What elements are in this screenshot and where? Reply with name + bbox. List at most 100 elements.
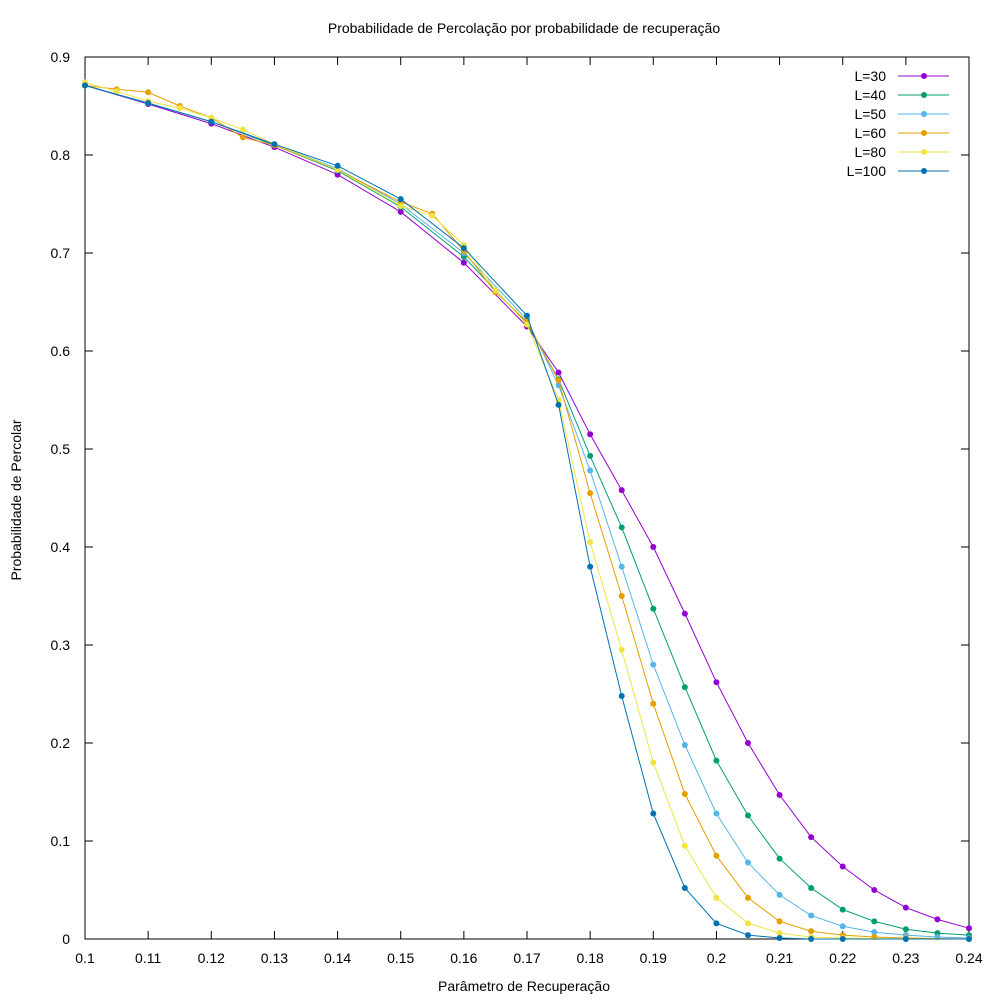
legend-label-l-80: L=80: [854, 144, 886, 160]
x-tick-label: 0.19: [640, 950, 667, 966]
data-point-l-60: [650, 700, 657, 707]
data-point-l-40: [745, 812, 751, 819]
data-point-l-80: [681, 842, 688, 849]
data-point-l-50: [681, 741, 688, 748]
y-tick-label: 0.1: [51, 833, 71, 849]
data-point-l-80: [618, 646, 625, 653]
data-point-l-30: [871, 887, 878, 893]
data-point-l-30: [934, 916, 941, 923]
data-point-l-80: [239, 126, 246, 133]
data-point-l-40: [713, 757, 720, 764]
data-point-l-40: [871, 918, 878, 925]
data-point-l-100: [460, 245, 467, 252]
data-point-l-50: [587, 467, 594, 474]
y-tick-label: 0.8: [51, 147, 71, 163]
legend-label-l-60: L=60: [854, 125, 886, 141]
data-point-l-40: [587, 452, 594, 459]
data-point-l-100: [555, 401, 562, 408]
data-point-l-100: [839, 936, 846, 942]
legend-marker-l-100: [921, 168, 927, 174]
data-point-l-50: [745, 859, 751, 866]
data-point-l-100: [808, 936, 815, 942]
plot-frame: [84, 56, 970, 940]
legend-label-l-100: L=100: [847, 163, 887, 179]
legend-label-l-40: L=40: [854, 87, 886, 103]
x-tick-label: 0.16: [450, 950, 477, 966]
data-point-l-80: [587, 539, 594, 546]
y-tick-label: 0.5: [51, 441, 71, 457]
x-tick-label: 0.17: [513, 950, 540, 966]
data-point-l-40: [650, 605, 657, 612]
data-point-l-80: [492, 287, 499, 294]
chart-title: Probabilidade de Percolação por probabil…: [328, 20, 720, 36]
data-point-l-100: [902, 936, 909, 942]
data-point-l-50: [808, 912, 815, 919]
data-point-l-100: [208, 118, 215, 125]
x-tick-label: 0.15: [387, 950, 414, 966]
y-tick-label: 0.2: [51, 735, 71, 751]
data-point-l-80: [429, 212, 436, 219]
data-point-l-30: [650, 544, 657, 550]
data-point-l-30: [966, 925, 972, 932]
data-point-l-80: [176, 104, 183, 111]
data-point-l-100: [271, 141, 278, 148]
x-tick-label: 0.13: [261, 950, 288, 966]
x-tick-label: 0.21: [766, 950, 793, 966]
data-point-l-50: [871, 929, 878, 936]
plot-area: 0.1 0.11 0.12 0.13 0.14 0.15 0.16 0.17 0.18 0.19 0…: [51, 49, 983, 966]
y-axis-label: Probabilidade de Percolar: [8, 419, 24, 580]
data-point-l-30: [587, 431, 594, 438]
data-point-l-100: [524, 312, 530, 319]
data-point-l-100: [713, 920, 720, 927]
data-point-l-40: [681, 684, 688, 691]
data-point-l-30: [397, 208, 404, 215]
data-point-l-60: [587, 490, 594, 497]
x-tick-label: 0.1: [75, 950, 95, 966]
data-point-l-100: [650, 810, 657, 817]
x-tick-label: 0.12: [198, 950, 225, 966]
legend-marker-l-50: [921, 111, 927, 117]
x-axis-label: Parâmetro de Recuperação: [438, 978, 610, 994]
data-point-l-80: [650, 759, 657, 766]
x-tick-label: 0.11: [135, 950, 161, 966]
data-point-l-100: [745, 932, 751, 939]
data-point-l-30: [713, 679, 720, 686]
x-tick-label: 0.18: [577, 950, 604, 966]
data-point-l-80: [397, 202, 404, 209]
data-point-l-100: [82, 82, 88, 89]
y-tick-label: 0.9: [51, 49, 71, 65]
data-point-l-60: [713, 852, 720, 859]
data-point-l-80: [113, 88, 120, 95]
y-tick-label: 0.6: [51, 343, 71, 359]
x-tick-label: 0.24: [955, 950, 982, 966]
legend-marker-l-40: [921, 92, 927, 98]
data-point-l-80: [524, 321, 530, 328]
data-point-l-100: [145, 100, 152, 107]
data-point-l-60: [808, 928, 815, 935]
data-point-l-30: [776, 791, 783, 798]
data-point-l-50: [618, 563, 625, 570]
x-tick-label: 0.2: [707, 950, 727, 966]
y-tick-label: 0: [62, 931, 70, 947]
legend-marker-l-80: [921, 149, 927, 155]
data-point-l-60: [745, 894, 751, 901]
data-point-l-30: [808, 834, 815, 841]
series-line-l-30: [84, 84, 970, 929]
data-point-l-40: [776, 855, 783, 862]
y-tick-label: 0.4: [51, 539, 71, 555]
data-point-l-60: [555, 377, 562, 384]
x-tick-label: 0.22: [829, 950, 856, 966]
y-tick-label: 0.7: [51, 245, 71, 261]
data-point-l-100: [776, 935, 783, 942]
data-point-l-40: [839, 906, 846, 913]
data-point-l-30: [555, 369, 562, 376]
data-point-l-50: [839, 923, 846, 930]
data-point-l-30: [839, 863, 846, 870]
series-line-l-60: [84, 84, 970, 940]
data-point-l-60: [776, 918, 783, 925]
data-point-l-30: [618, 487, 625, 494]
data-point-l-80: [776, 930, 783, 937]
series-line-l-80: [84, 82, 969, 940]
series-line-l-50: [84, 84, 970, 939]
